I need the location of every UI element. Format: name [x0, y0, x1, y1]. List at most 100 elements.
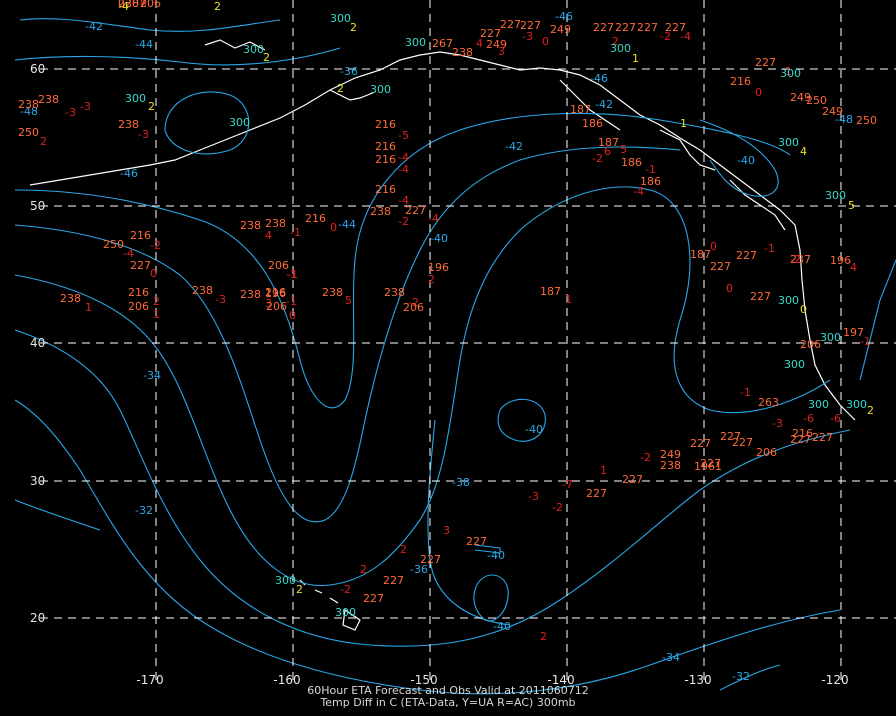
temp-diff-value: -1 — [764, 242, 775, 255]
temp-diff-value: -2 — [592, 152, 603, 165]
ua-diff: 2 — [148, 100, 155, 113]
station-obs-value: 197 — [843, 326, 864, 339]
temp-diff-value: -2 — [660, 30, 671, 43]
temp-diff-value: -4 — [123, 247, 134, 260]
temp-diff-value: 4 — [850, 261, 857, 274]
temp-diff-value: 0 — [150, 267, 157, 280]
temp-diff-value: -4 — [428, 212, 439, 225]
station-obs-value: 249 — [550, 23, 571, 36]
station-obs-value: 227 — [593, 21, 614, 34]
station-obs-value: 196 — [428, 261, 449, 274]
station-obs-value: 227 — [520, 19, 541, 32]
temp-diff-value: 4 — [265, 229, 272, 242]
temp-diff-value: -3 — [138, 128, 149, 141]
temp-diff-value: -3 — [522, 30, 533, 43]
station-obs-value: 227 — [500, 18, 521, 31]
station-obs-value: 186 — [640, 175, 661, 188]
temp-diff-value: 2 — [400, 543, 407, 556]
temp-diff-value: -5 — [398, 129, 409, 142]
ua-diff: 4 — [800, 145, 807, 158]
station-obs-value: 227 — [736, 249, 757, 262]
contour-label: -38 — [452, 476, 470, 489]
temp-diff-value: -4 — [398, 194, 409, 207]
station-obs-value: 238 — [322, 286, 343, 299]
station-obs-value: 187 — [690, 248, 711, 261]
station-obs-value: 227 — [383, 574, 404, 587]
contour-label: -42 — [505, 140, 523, 153]
ua-height: 300 — [370, 83, 391, 96]
ua-diff: 1 — [632, 52, 639, 65]
caption-line-1: 60Hour ETA Forecast and Obs Valid at 201… — [307, 684, 589, 697]
upper-air-diffs: 2 2 2 2 1 1 4 5 2 0 2 2 -4 — [118, 0, 874, 596]
temp-diff-value: 0 — [289, 309, 296, 322]
ua-height: 300 — [610, 42, 631, 55]
temp-diff-value: 2 — [612, 35, 619, 48]
temp-diff-value: 1 — [153, 308, 160, 321]
station-obs-value: 227 — [700, 457, 721, 470]
station-obs-value: 227 — [665, 21, 686, 34]
station-obs-value: 227 — [622, 473, 643, 486]
station-obs-value: 216 — [128, 286, 149, 299]
contour-label: -40 — [525, 423, 543, 436]
contour-label: -32 — [135, 504, 153, 517]
temp-diff-value: 2 — [360, 563, 367, 576]
temp-diff-value: -2 — [340, 583, 351, 596]
lon-label: -140 — [547, 673, 574, 687]
temp-diff-value: -1 — [645, 163, 656, 176]
station-obs-value: 196 — [830, 254, 851, 267]
station-obs-value: 227 — [710, 260, 731, 273]
temp-diff-value: 0 — [710, 240, 717, 253]
temp-diff-value: 0 — [726, 282, 733, 295]
station-obs-value: 216 — [265, 286, 286, 299]
station-obs-value: 263 — [758, 396, 779, 409]
station-obs-value: 206 — [800, 338, 821, 351]
temp-diff-value: -6 — [830, 412, 841, 425]
lon-label: -150 — [410, 673, 437, 687]
station-obs-value: 238 — [192, 284, 213, 297]
ua-height: 300 — [778, 294, 799, 307]
station-obs-value: 227 — [637, 21, 658, 34]
ua-diff: 1 — [680, 117, 687, 130]
station-obs-value: 206 — [403, 301, 424, 314]
station-obs-value: 227 — [420, 553, 441, 566]
ua-height: 300 — [275, 574, 296, 587]
station-obs-value: 216 — [375, 118, 396, 131]
station-obs-value: 227 — [130, 259, 151, 272]
contour-label: -46 — [120, 167, 138, 180]
station-obs-value: 196 — [265, 287, 286, 300]
graticule — [40, 0, 896, 680]
ua-diff: 5 — [848, 199, 855, 212]
contour-label: -32 — [732, 670, 750, 683]
contour-label: -48 — [20, 105, 38, 118]
ua-diff: 2 — [296, 583, 303, 596]
temp-diff-value: -2 — [398, 215, 409, 228]
lat-labels: 60 50 40 30 20 — [30, 62, 45, 625]
station-obs-value: 227 — [732, 436, 753, 449]
station-obs-value: 227 — [755, 56, 776, 69]
station-obs-value: 216 — [375, 140, 396, 153]
station-obs-value: 238 — [38, 93, 59, 106]
station-obs-value: 206 — [140, 0, 161, 10]
ua-height: 300 — [778, 136, 799, 149]
temp-diff-value: 5 — [345, 294, 352, 307]
station-obs-value: 238 — [60, 292, 81, 305]
station-obs-value: 227 — [790, 433, 811, 446]
temp-diff-value: 3 — [443, 524, 450, 537]
station-obs-value: 249 — [790, 91, 811, 104]
station-obs-value: 249 — [486, 38, 507, 51]
station-obs-value: 238 — [384, 286, 405, 299]
station-obs-value: 250 — [806, 94, 827, 107]
lat-label: 50 — [30, 199, 45, 213]
contour-label: -34 — [143, 369, 161, 382]
ua-height: 300 — [229, 116, 250, 129]
temp-diff-value: -4 — [398, 151, 409, 164]
contour-label: -40 — [737, 154, 755, 167]
station-obs-value: 227 — [586, 487, 607, 500]
contour-label: -36 — [340, 65, 358, 78]
lon-label: -170 — [136, 673, 163, 687]
lon-label: -130 — [684, 673, 711, 687]
ua-diff: 2 — [263, 51, 270, 64]
temp-diff-value: -2 — [640, 451, 651, 464]
station-obs-value: 206 — [756, 446, 777, 459]
